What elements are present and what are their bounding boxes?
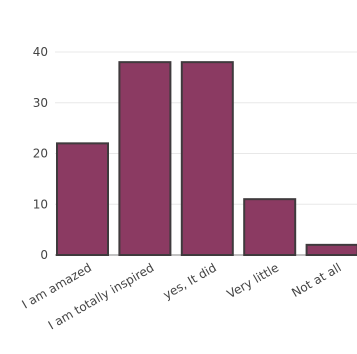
x-tick-label: Very little [225, 260, 282, 301]
bars [56, 61, 357, 257]
y-tick-label: 20 [33, 147, 48, 161]
x-tick-label: I am totally inspired [46, 260, 157, 332]
bar [305, 243, 357, 257]
bar [118, 61, 172, 257]
bar [243, 198, 297, 257]
x-tick-label: yes, It did [161, 260, 219, 302]
y-tick-label: 0 [40, 248, 48, 262]
y-axis: 0 10 20 30 40 [33, 45, 48, 262]
y-tick-label: 30 [33, 96, 48, 110]
bar [180, 61, 234, 257]
y-tick-label: 10 [33, 197, 48, 211]
x-tick-label: Not at all [289, 260, 343, 299]
bar [56, 142, 109, 257]
y-tick-label: 40 [33, 45, 48, 59]
